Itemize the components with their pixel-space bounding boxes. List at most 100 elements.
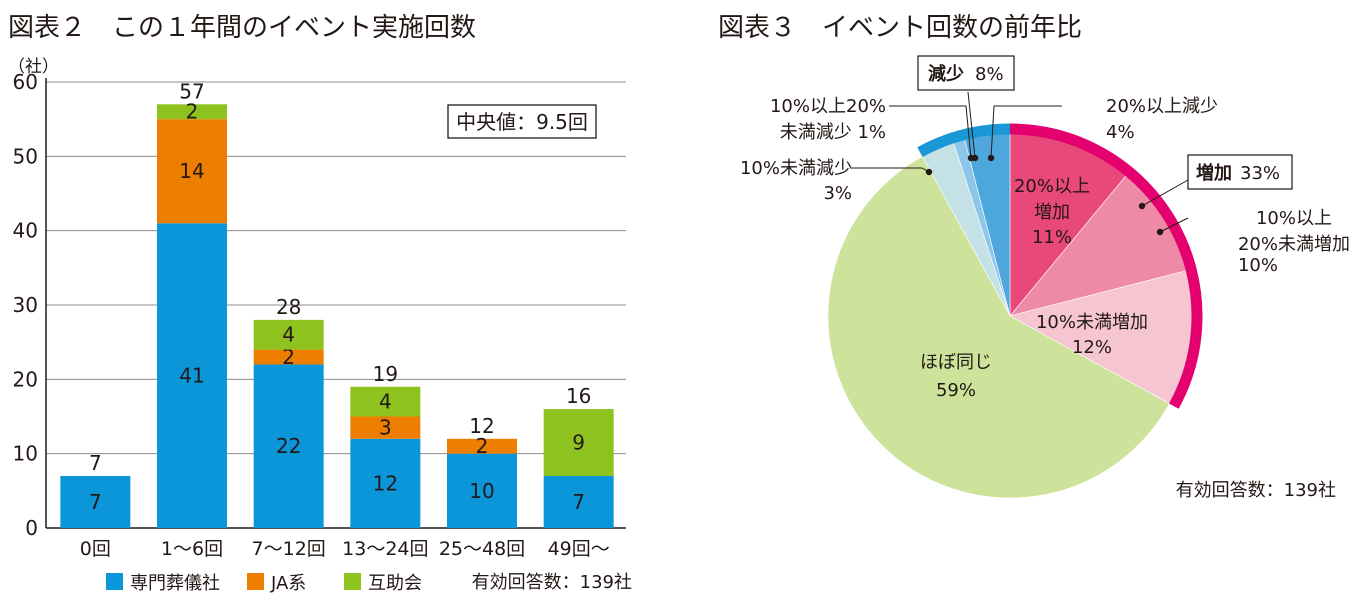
bar-category-label: 0回 <box>80 538 111 560</box>
bar-y-tick-label: 20 <box>13 367 38 391</box>
pie-label-lt10-increase-value: 12% <box>1072 337 1112 358</box>
bar-segment <box>350 438 421 528</box>
bar-value-label: 10 <box>469 479 494 503</box>
bar-category-label: 49回〜 <box>548 538 610 560</box>
bar-segment <box>253 364 324 528</box>
bar-category-label: 25〜48回 <box>439 538 525 560</box>
pie-leader-dot <box>1138 202 1146 210</box>
bar-value-label: 7 <box>572 490 585 514</box>
bar-y-tick-label: 60 <box>13 70 38 94</box>
bar-value-label: 7 <box>89 490 102 514</box>
pie-leader-dot <box>971 154 979 162</box>
pie-slices <box>827 133 1193 499</box>
bar-total-label: 57 <box>179 79 204 103</box>
pie-label-20up-increase-name: 20%以上 <box>1014 176 1090 197</box>
bar-segment <box>157 223 227 528</box>
bar-value-label: 2 <box>186 100 199 124</box>
pie-label-10to20-increase-pct: 10% <box>1238 255 1278 276</box>
decrease-group-label: 減少 <box>928 63 964 85</box>
pie-leader-line <box>889 105 972 159</box>
median-label: 中央値：9.5回 <box>456 110 588 134</box>
legend-swatch <box>247 573 264 590</box>
pie-label-20up-increase-value: 増加 <box>1034 202 1070 223</box>
pie-label-10to20-increase-value: 20%未満増加 <box>1238 234 1350 255</box>
pie-chart-title: 図表３ イベント回数の前年比 <box>718 13 1082 43</box>
bar-value-label: 3 <box>379 416 392 440</box>
legend-swatch <box>344 573 361 590</box>
bar-total-label: 12 <box>469 414 494 438</box>
pie-label-20up-increase-pct: 11% <box>1032 227 1072 248</box>
bar-segment <box>350 386 421 417</box>
median-box <box>447 104 597 139</box>
bar-segment <box>157 104 227 120</box>
bar-total-label: 7 <box>89 451 102 475</box>
pie-label-same-value: 59% <box>936 380 976 401</box>
bar-y-tick-label: 10 <box>13 442 38 466</box>
legend-swatch <box>106 573 123 590</box>
bar-legend: 専門葬儀社 JA系 互助会 <box>106 573 422 594</box>
pie-leader-line <box>990 105 1062 159</box>
bar-category-label: 1〜6回 <box>161 538 223 560</box>
bar-y-unit: （社） <box>8 57 59 77</box>
bar-segment <box>157 119 227 224</box>
bar-total-label: 19 <box>373 362 398 386</box>
increase-group-label: 増加 <box>1196 162 1232 184</box>
pie-footnote: 有効回答数：139社 <box>1176 480 1336 501</box>
pie-label-10to20-increase-name: 10%以上 <box>1256 208 1332 229</box>
bar-value-label: 4 <box>282 323 295 347</box>
bar-categories: 0回 1〜6回 7〜12回 13〜24回 25〜48回 49回〜 <box>80 538 610 560</box>
bar-segment <box>350 416 421 439</box>
bar-value-label: 22 <box>276 434 301 458</box>
bar-segment <box>253 319 324 350</box>
bar-total-label: 16 <box>566 384 591 408</box>
pie-slice <box>827 156 1170 499</box>
decrease-group-value: 8% <box>975 64 1004 85</box>
pie-labels: 20%以上増加11%10%未満増加12%ほぼ同じ59%10%以上20%未満増加1… <box>740 55 1350 401</box>
pie-label-lt10-increase-name: 10%未満増加 <box>1036 312 1148 333</box>
bar-y-tick-label: 50 <box>13 144 38 168</box>
bar-value-label: 12 <box>373 471 398 495</box>
bar-value-label: 2 <box>282 345 295 369</box>
pie-leader-line <box>967 91 976 159</box>
legend-label: 専門葬儀社 <box>130 573 220 594</box>
pie-ring-decrease <box>917 123 1011 157</box>
bar-y-tick-label: 40 <box>13 219 38 243</box>
bar-y-tick-label: 0 <box>25 516 38 540</box>
pie-group-rings <box>917 123 1203 409</box>
increase-group-value: 33% <box>1240 163 1280 184</box>
bar-category-label: 7〜12回 <box>252 538 326 560</box>
bar-value-label: 4 <box>379 390 392 414</box>
legend-label: JA系 <box>270 573 306 594</box>
bar-y-tick-label: 30 <box>13 293 38 317</box>
bar-value-label: 2 <box>476 434 489 458</box>
pie-label-10to20-decrease-value: 未満減少 1% <box>780 122 886 143</box>
pie-leader-dot <box>925 168 933 176</box>
bar-chart-title: 図表２ この１年間のイベント実施回数 <box>8 13 476 43</box>
pie-label-20up-decrease-name: 20%以上減少 <box>1106 96 1218 117</box>
pie-leader-line <box>1141 179 1189 207</box>
bar-segment <box>253 349 324 365</box>
bar-segment <box>543 475 614 528</box>
bar-value-label: 9 <box>572 431 585 455</box>
bar-grid <box>45 78 626 529</box>
pie-leader-line <box>1159 217 1189 233</box>
legend-label: 互助会 <box>368 573 422 594</box>
pie-label-10to20-decrease-name: 10%以上20% <box>770 96 886 117</box>
bar-total-label: 28 <box>276 295 301 319</box>
bar-value-label: 41 <box>179 364 204 388</box>
bar-footnote: 有効回答数：139社 <box>472 572 632 593</box>
pie-leader-dot <box>1156 228 1164 236</box>
pie-ring-increase <box>1009 123 1203 409</box>
bar-value-label: 14 <box>179 159 204 183</box>
pie-label-lt10-decrease-value: 3% <box>823 183 852 204</box>
increase-group-box <box>1187 154 1293 190</box>
bar-category-label: 13〜24回 <box>342 538 428 560</box>
pie-leader-dot <box>987 154 995 162</box>
pie-label-lt10-decrease-name: 10%未満減少 <box>740 158 852 179</box>
pie-label-same-name: ほぼ同じ <box>920 352 992 373</box>
pie-label-20up-decrease-value: 4% <box>1106 122 1135 143</box>
pie-leader-lines <box>850 91 1189 236</box>
bar-segment <box>447 453 517 528</box>
